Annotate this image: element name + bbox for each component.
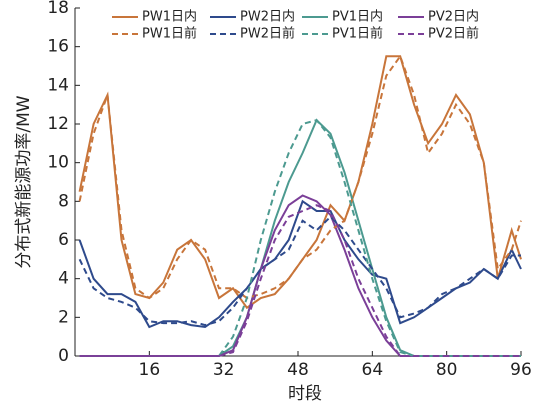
legend-label: PW2日前 <box>240 26 295 42</box>
y-tick-label: 0 <box>58 346 69 366</box>
series-line <box>79 194 521 357</box>
y-tick-label: 14 <box>47 75 69 95</box>
x-tick-label: 64 <box>362 360 384 380</box>
series-line <box>78 54 522 300</box>
y-tick-label: 8 <box>58 191 69 211</box>
series-line <box>78 199 522 329</box>
legend-label: PV1日内 <box>332 9 383 25</box>
y-tick-label: 6 <box>58 230 69 250</box>
x-axis-label: 时段 <box>288 384 322 404</box>
legend-label: PW1日前 <box>142 26 197 42</box>
y-tick-label: 2 <box>58 307 69 327</box>
x-tick-label: 48 <box>287 360 309 380</box>
x-tick-label: 96 <box>510 360 532 380</box>
series-line <box>79 204 521 357</box>
legend-label: PW2日内 <box>240 9 295 25</box>
x-tick-label: 16 <box>139 360 161 380</box>
y-tick-label: 16 <box>47 37 69 57</box>
y-tick-label: 12 <box>47 114 69 134</box>
series-line <box>78 55 522 310</box>
x-tick-label: 80 <box>436 360 458 380</box>
legend-label: PW1日内 <box>142 9 197 25</box>
legend-label: PV1日前 <box>332 26 383 42</box>
legend-label: PV2日内 <box>428 9 479 25</box>
x-tick-label: 32 <box>213 360 235 380</box>
y-tick-label: 4 <box>58 269 69 289</box>
y-tick-label: 18 <box>47 0 69 18</box>
legend-label: PV2日前 <box>428 26 479 42</box>
y-tick-label: 10 <box>47 153 69 173</box>
y-axis-label: 分布式新能源功率/MW <box>14 95 34 268</box>
series-line <box>78 215 521 327</box>
